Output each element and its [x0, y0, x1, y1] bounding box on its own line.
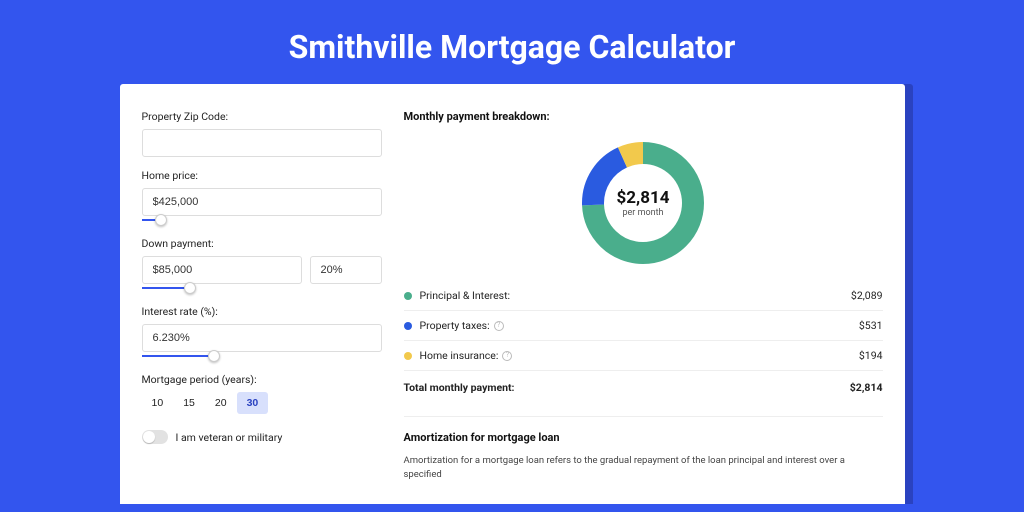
- zip-label: Property Zip Code:: [142, 110, 382, 123]
- amortization-text: Amortization for a mortgage loan refers …: [404, 454, 883, 483]
- legend: Principal & Interest:$2,089Property taxe…: [404, 281, 883, 371]
- legend-dot: [404, 352, 412, 360]
- interest-rate-slider[interactable]: [142, 351, 382, 361]
- slider-thumb[interactable]: [184, 282, 196, 294]
- down-payment-pct-input[interactable]: [310, 256, 382, 284]
- breakdown-heading: Monthly payment breakdown:: [404, 110, 883, 123]
- calculator-card: Property Zip Code: Home price: Down paym…: [120, 84, 905, 504]
- legend-label: Home insurance:?: [420, 349, 859, 362]
- page-title: Smithville Mortgage Calculator: [0, 0, 1024, 84]
- legend-dot: [404, 292, 412, 300]
- donut-center: $2,814 per month: [579, 139, 707, 267]
- legend-value: $194: [859, 349, 883, 362]
- legend-label: Property taxes:?: [420, 319, 859, 332]
- total-row: Total monthly payment: $2,814: [404, 371, 883, 402]
- donut-sub: per month: [622, 208, 663, 218]
- period-button-30[interactable]: 30: [237, 392, 269, 414]
- donut-chart: $2,814 per month: [579, 139, 707, 267]
- period-button-20[interactable]: 20: [205, 392, 237, 414]
- zip-input[interactable]: [142, 129, 382, 157]
- slider-track: [142, 355, 214, 357]
- interest-rate-field: Interest rate (%):: [142, 305, 382, 361]
- down-payment-label: Down payment:: [142, 237, 382, 250]
- total-value: $2,814: [850, 381, 883, 394]
- period-button-group: 10152030: [142, 392, 382, 414]
- home-price-field: Home price:: [142, 169, 382, 225]
- down-payment-slider[interactable]: [142, 283, 382, 293]
- period-button-15[interactable]: 15: [173, 392, 205, 414]
- donut-amount: $2,814: [617, 188, 670, 208]
- home-price-label: Home price:: [142, 169, 382, 182]
- down-payment-amount-input[interactable]: [142, 256, 302, 284]
- slider-track: [142, 287, 190, 289]
- legend-row-principal_interest: Principal & Interest:$2,089: [404, 281, 883, 311]
- home-price-slider[interactable]: [142, 215, 382, 225]
- legend-value: $2,089: [851, 289, 883, 302]
- slider-thumb[interactable]: [208, 350, 220, 362]
- down-payment-field: Down payment:: [142, 237, 382, 293]
- veteran-label: I am veteran or military: [176, 431, 283, 444]
- interest-rate-input[interactable]: [142, 324, 382, 352]
- period-button-10[interactable]: 10: [142, 392, 174, 414]
- legend-label: Principal & Interest:: [420, 289, 851, 302]
- period-field: Mortgage period (years): 10152030: [142, 373, 382, 414]
- legend-row-property_taxes: Property taxes:?$531: [404, 311, 883, 341]
- veteran-toggle[interactable]: [142, 430, 168, 444]
- veteran-row: I am veteran or military: [142, 430, 382, 444]
- legend-row-home_insurance: Home insurance:?$194: [404, 341, 883, 371]
- donut-chart-container: $2,814 per month: [404, 133, 883, 281]
- period-label: Mortgage period (years):: [142, 373, 382, 386]
- total-label: Total monthly payment:: [404, 381, 850, 394]
- home-price-input[interactable]: [142, 188, 382, 216]
- interest-rate-label: Interest rate (%):: [142, 305, 382, 318]
- amortization-heading: Amortization for mortgage loan: [404, 431, 883, 444]
- info-icon[interactable]: ?: [494, 321, 504, 331]
- slider-thumb[interactable]: [155, 214, 167, 226]
- amortization-section: Amortization for mortgage loan Amortizat…: [404, 416, 883, 483]
- inputs-panel: Property Zip Code: Home price: Down paym…: [142, 110, 382, 504]
- results-panel: Monthly payment breakdown: $2,814 per mo…: [382, 110, 883, 504]
- info-icon[interactable]: ?: [502, 351, 512, 361]
- legend-dot: [404, 322, 412, 330]
- legend-value: $531: [859, 319, 883, 332]
- zip-field: Property Zip Code:: [142, 110, 382, 157]
